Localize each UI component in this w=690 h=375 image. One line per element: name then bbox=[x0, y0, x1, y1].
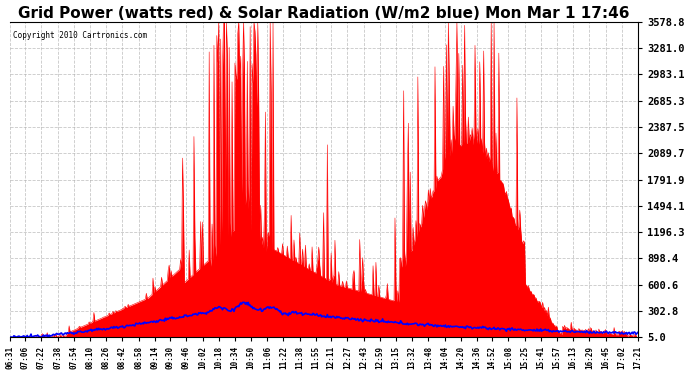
Title: Grid Power (watts red) & Solar Radiation (W/m2 blue) Mon Mar 1 17:46: Grid Power (watts red) & Solar Radiation… bbox=[18, 6, 630, 21]
Text: Copyright 2010 Cartronics.com: Copyright 2010 Cartronics.com bbox=[13, 31, 148, 40]
